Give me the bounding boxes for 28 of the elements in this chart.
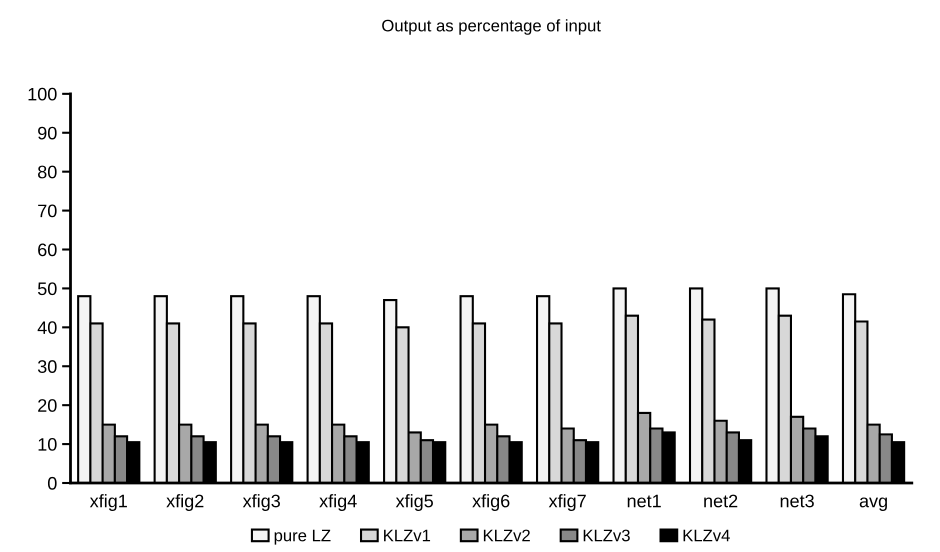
x-tick-label: xfig7 (548, 494, 586, 511)
y-tick-label: 60 (38, 243, 57, 256)
legend-label: pure LZ (274, 530, 331, 545)
legend-label: KLZv2 (484, 530, 530, 542)
legend-label: KLZv1 (384, 530, 430, 542)
y-tick-label: 50 (38, 282, 57, 296)
y-tick-label: 0 (48, 476, 57, 490)
x-tick-label: xfig5 (396, 494, 433, 511)
y-tick-label: 40 (38, 321, 57, 334)
x-tick-label: net1 (628, 494, 661, 508)
x-tick-label: xfig3 (242, 494, 280, 511)
legend-label: KLZv4 (684, 530, 730, 542)
x-tick-label: net3 (780, 494, 814, 508)
y-tick-label: 70 (38, 204, 57, 218)
x-tick-label: xfig6 (472, 494, 510, 511)
x-tick-label: xfig1 (90, 494, 127, 511)
y-tick-label: 90 (38, 126, 57, 140)
x-tick-label: xfig2 (166, 494, 204, 511)
chart-title: Output as percentage of input (382, 19, 601, 35)
y-tick-label: 30 (38, 360, 57, 373)
legend-label: KLZv3 (584, 530, 630, 542)
x-tick-label: avg (860, 497, 887, 511)
y-tick-label: 80 (38, 166, 57, 178)
x-tick-label: xfig4 (319, 494, 357, 511)
y-tick-label: 100 (28, 88, 57, 101)
y-tick-label: 20 (38, 399, 57, 412)
y-tick-label: 10 (38, 438, 57, 451)
x-tick-label: net2 (704, 494, 738, 508)
